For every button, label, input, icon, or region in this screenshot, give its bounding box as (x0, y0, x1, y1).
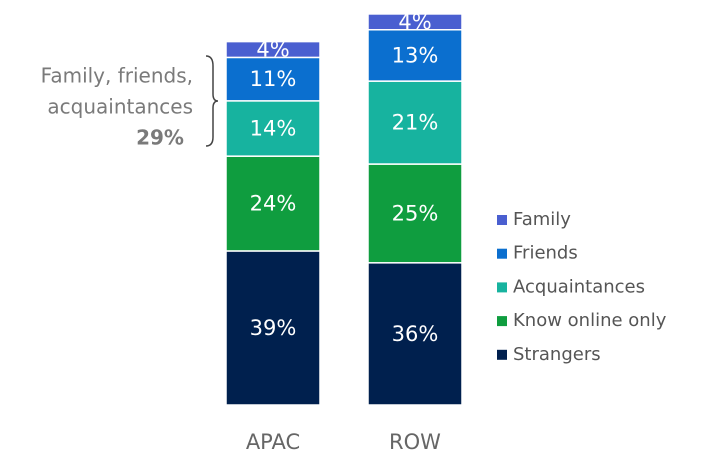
bar-segment (225, 250, 321, 406)
x-tick-label: ROW (389, 430, 441, 454)
x-tick-label: APAC (246, 430, 300, 454)
value-label: 11% (250, 67, 297, 91)
legend-swatch (497, 248, 507, 259)
brace (205, 55, 219, 147)
annotation-line: Family, friends, (41, 64, 193, 88)
value-label: 4% (398, 10, 431, 34)
bar-segment (367, 80, 463, 165)
annotation-line: acquaintances (47, 95, 193, 119)
value-label: 21% (392, 111, 439, 135)
value-label: 13% (392, 43, 439, 67)
value-label: 14% (250, 117, 297, 141)
legend-label: Strangers (513, 344, 601, 365)
bar-segment (225, 40, 321, 59)
bar-segment (367, 29, 463, 82)
bar-segment (367, 262, 463, 406)
legend-swatch (497, 349, 507, 360)
value-label: 39% (250, 316, 297, 340)
bar-segment (225, 56, 321, 102)
legend-label: Friends (513, 243, 578, 264)
bar-segment (367, 163, 463, 264)
legend-swatch (497, 282, 507, 293)
bar-segment (367, 13, 463, 31)
annotation-emphasis: 29% (136, 126, 184, 150)
value-label: 24% (250, 192, 297, 216)
value-label: 25% (392, 201, 439, 225)
value-label: 4% (256, 38, 289, 62)
bar-segment (225, 155, 321, 252)
legend-label: Acquaintances (513, 276, 645, 297)
legend-swatch (497, 215, 507, 225)
legend-label: Family (513, 209, 571, 230)
legend-swatch (497, 316, 507, 327)
legend-label: Know online only (513, 310, 667, 331)
value-label: 36% (392, 322, 439, 346)
